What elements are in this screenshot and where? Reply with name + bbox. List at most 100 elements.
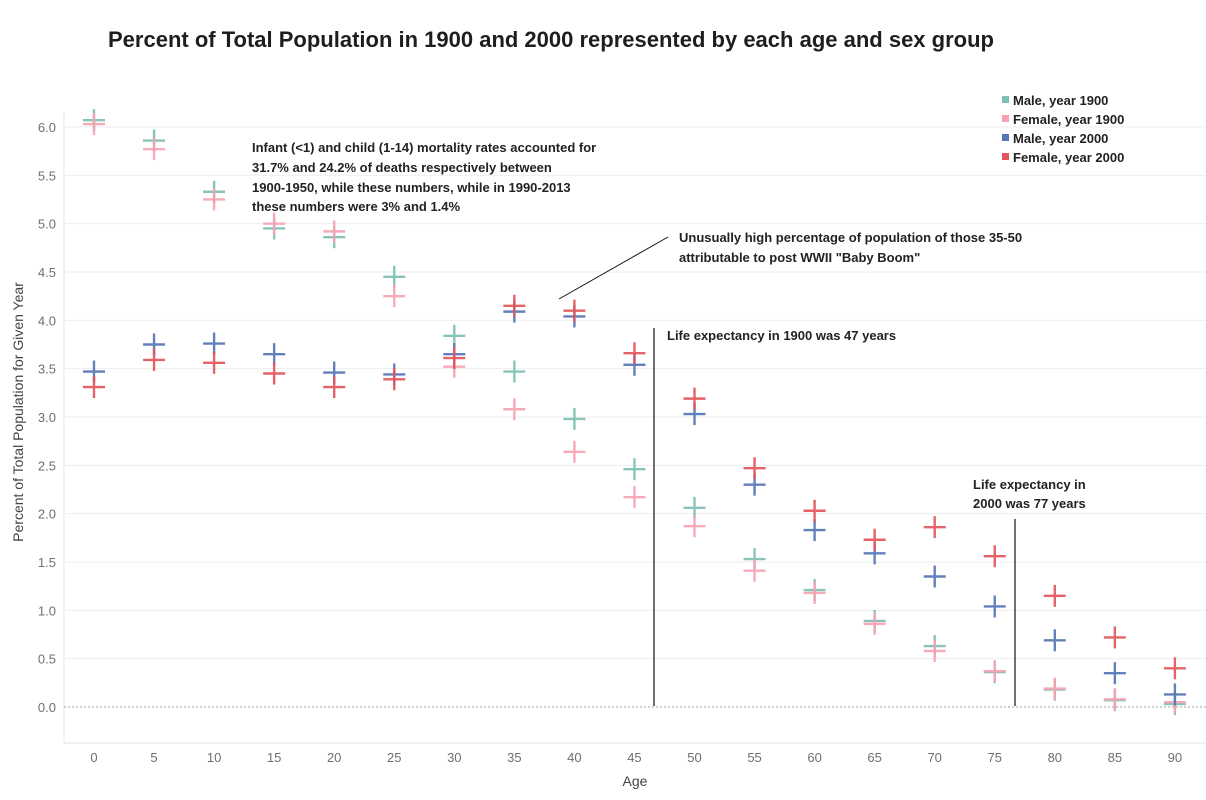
data-markers bbox=[83, 109, 1186, 716]
y-tick-label: 4.5 bbox=[38, 265, 56, 280]
data-point bbox=[563, 440, 586, 463]
data-point bbox=[383, 368, 406, 391]
data-point bbox=[1103, 688, 1126, 711]
chart-title: Percent of Total Population in 1900 and … bbox=[108, 27, 994, 52]
legend: Male, year 1900 Female, year 1900 Male, … bbox=[1002, 93, 1124, 165]
data-point bbox=[323, 220, 346, 243]
data-point bbox=[323, 376, 346, 399]
data-point bbox=[623, 458, 646, 481]
x-tick-label: 0 bbox=[90, 750, 97, 765]
data-point bbox=[863, 528, 886, 551]
y-tick-label: 2.0 bbox=[38, 507, 56, 522]
annotation-line: attributable to post WWII "Baby Boom" bbox=[679, 250, 920, 265]
x-axis-ticks: 0 5 10 15 20 25 30 35 40 45 50 55 60 65 70 75 80 85 90 bbox=[90, 750, 1182, 765]
data-point bbox=[503, 294, 526, 317]
legend-label: Female, year 2000 bbox=[1013, 150, 1124, 165]
data-point bbox=[203, 351, 226, 374]
data-point bbox=[263, 362, 286, 385]
data-point bbox=[383, 265, 406, 288]
data-point bbox=[563, 407, 586, 430]
y-axis-ticks: 0.0 0.5 1.0 1.5 2.0 2.5 3.0 3.5 4.0 4.5 5.0 5.5 6.0 bbox=[38, 120, 56, 715]
annotation-line: Life expectancy in bbox=[973, 477, 1086, 492]
data-point bbox=[923, 516, 946, 539]
x-tick-label: 75 bbox=[988, 750, 1002, 765]
data-point bbox=[383, 285, 406, 308]
data-point bbox=[1163, 657, 1186, 680]
data-point bbox=[1043, 584, 1066, 607]
data-point bbox=[563, 299, 586, 322]
data-point bbox=[263, 212, 286, 235]
y-axis-label: Percent of Total Population for Given Ye… bbox=[10, 282, 26, 542]
x-tick-label: 35 bbox=[507, 750, 521, 765]
legend-label: Male, year 1900 bbox=[1013, 93, 1108, 108]
x-tick-label: 10 bbox=[207, 750, 221, 765]
series-female-year-2000 bbox=[83, 294, 1186, 680]
x-tick-label: 70 bbox=[927, 750, 941, 765]
y-tick-label: 2.5 bbox=[38, 458, 56, 473]
data-point bbox=[923, 639, 946, 662]
x-tick-label: 25 bbox=[387, 750, 401, 765]
data-point bbox=[623, 486, 646, 509]
data-point bbox=[83, 113, 105, 136]
data-point bbox=[203, 332, 226, 355]
annotation-infant-mortality: Infant (<1) and child (1-14) mortality r… bbox=[252, 140, 596, 214]
annotation-line: Life expectancy in 1900 was 47 years bbox=[667, 328, 896, 343]
data-point bbox=[683, 515, 706, 538]
y-tick-label: 6.0 bbox=[38, 120, 56, 135]
y-tick-label: 5.0 bbox=[38, 217, 56, 232]
data-point bbox=[623, 342, 646, 365]
legend-label: Male, year 2000 bbox=[1013, 131, 1108, 146]
x-tick-label: 90 bbox=[1168, 750, 1182, 765]
data-point bbox=[923, 565, 946, 588]
series-male-year-1900 bbox=[83, 109, 1186, 716]
data-point bbox=[983, 545, 1006, 568]
data-point bbox=[803, 519, 826, 542]
data-point bbox=[203, 188, 226, 211]
annotation-baby-boom: Unusually high percentage of population … bbox=[679, 230, 1022, 265]
legend-swatch bbox=[1002, 134, 1009, 141]
baby-boom-pointer-line bbox=[558, 236, 669, 300]
data-point bbox=[1103, 662, 1126, 685]
series-female-year-1900 bbox=[83, 113, 1186, 714]
legend-swatch bbox=[1002, 96, 1009, 103]
y-tick-label: 4.0 bbox=[38, 313, 56, 328]
x-tick-label: 80 bbox=[1048, 750, 1062, 765]
data-point bbox=[443, 324, 466, 347]
x-tick-label: 60 bbox=[807, 750, 821, 765]
data-point bbox=[503, 398, 526, 421]
gridlines bbox=[64, 126, 1206, 660]
x-tick-label: 85 bbox=[1108, 750, 1122, 765]
annotation-line: these numbers were 3% and 1.4% bbox=[252, 199, 461, 214]
data-point bbox=[1163, 683, 1186, 706]
data-point bbox=[1103, 626, 1126, 649]
x-tick-label: 65 bbox=[867, 750, 881, 765]
data-point bbox=[683, 496, 706, 519]
data-point bbox=[743, 457, 766, 480]
data-point bbox=[1043, 629, 1066, 652]
annotation-line: Unusually high percentage of population … bbox=[679, 230, 1022, 245]
annotation-line: 31.7% and 24.2% of deaths respectively b… bbox=[252, 160, 552, 175]
data-point bbox=[803, 499, 826, 522]
annotation-line: 1900-1950, while these numbers, while in… bbox=[252, 180, 571, 195]
legend-swatch bbox=[1002, 115, 1009, 122]
x-tick-label: 20 bbox=[327, 750, 341, 765]
legend-label: Female, year 1900 bbox=[1013, 112, 1124, 127]
annotation-line: 2000 was 77 years bbox=[973, 496, 1086, 511]
data-point bbox=[83, 376, 105, 399]
data-point bbox=[503, 360, 526, 383]
x-tick-label: 5 bbox=[150, 750, 157, 765]
x-tick-label: 40 bbox=[567, 750, 581, 765]
y-tick-label: 5.5 bbox=[38, 168, 56, 183]
x-tick-label: 30 bbox=[447, 750, 461, 765]
annotation-line: Infant (<1) and child (1-14) mortality r… bbox=[252, 140, 596, 155]
data-point bbox=[1043, 677, 1066, 700]
y-tick-label: 0.5 bbox=[38, 652, 56, 667]
annotation-life-expectancy-1900: Life expectancy in 1900 was 47 years bbox=[667, 328, 896, 343]
x-tick-label: 45 bbox=[627, 750, 641, 765]
y-tick-label: 0.0 bbox=[38, 700, 56, 715]
data-point bbox=[143, 348, 166, 371]
data-point bbox=[263, 343, 286, 366]
data-point bbox=[443, 347, 466, 370]
y-tick-label: 1.5 bbox=[38, 555, 56, 570]
